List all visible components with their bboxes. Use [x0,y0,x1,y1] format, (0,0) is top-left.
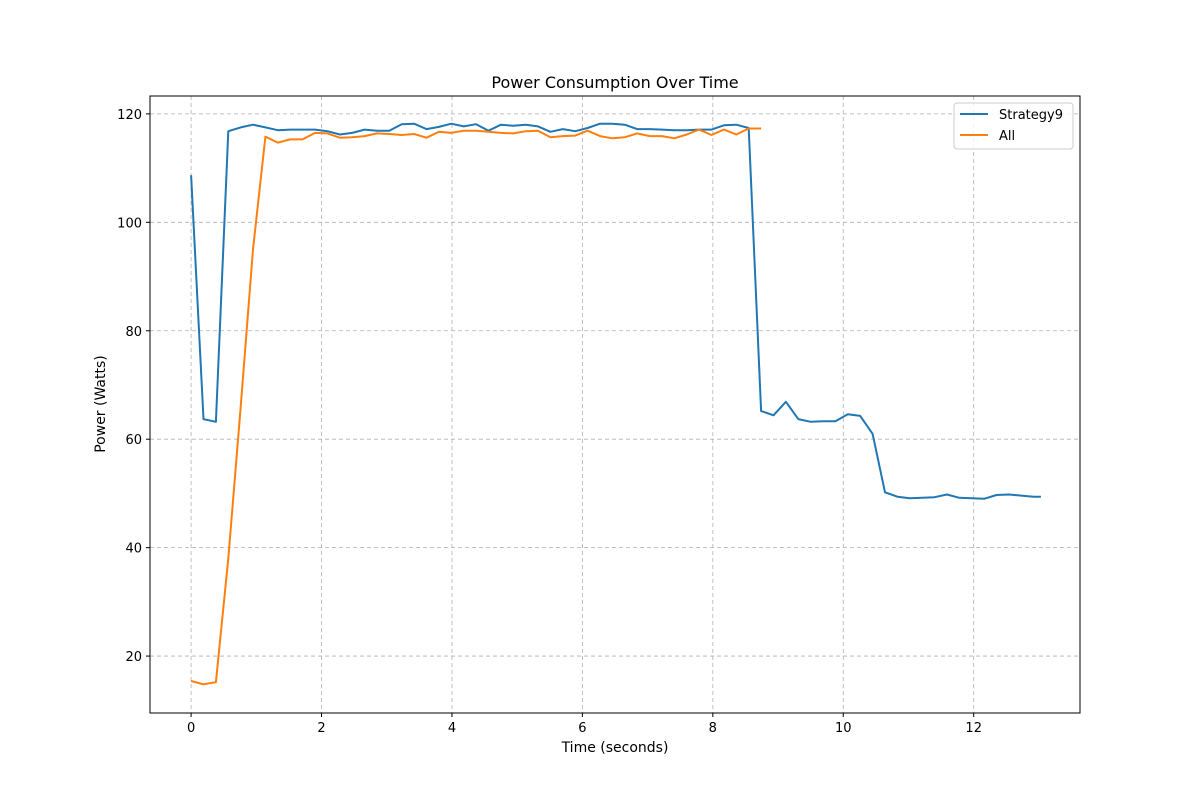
x-tick-label: 2 [317,721,325,736]
y-tick-label: 120 [117,108,142,123]
series-line-all [190,127,762,686]
x-tick-label: 12 [965,721,982,736]
series-line-strategy9 [190,122,1041,500]
plot-area-frame [149,95,1081,714]
y-axis-title: Power (Watts) [93,355,109,453]
y-tick-label: 100 [117,216,142,231]
x-tick-label: 10 [835,721,852,736]
y-tick-label: 60 [125,433,142,448]
axis-ticks: 0 2 4 6 8 10 12 20 40 60 80 100 120 [117,108,982,736]
y-tick-label: 40 [125,542,142,557]
y-tick-label: 80 [125,325,142,340]
chart-title: Power Consumption Over Time [491,73,738,92]
legend-label-strategy9: Strategy9 [999,108,1063,123]
x-tick-label: 4 [448,721,456,736]
grid [150,96,1080,713]
x-tick-label: 0 [187,721,195,736]
x-tick-label: 6 [578,721,586,736]
x-axis-title: Time (seconds) [561,740,669,756]
legend-label-all: All [999,129,1015,144]
series-lines [190,122,1041,686]
legend: Strategy9 All [953,102,1074,150]
y-tick-label: 20 [125,650,142,665]
x-tick-label: 8 [709,721,717,736]
